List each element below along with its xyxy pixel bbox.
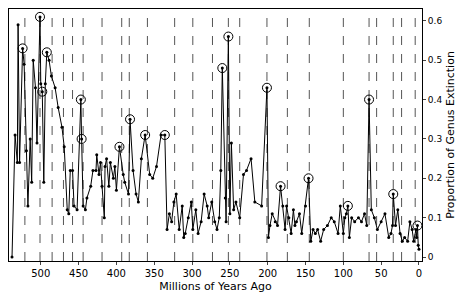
svg-text:150: 150: [296, 268, 315, 279]
svg-text:0.3: 0.3: [428, 134, 442, 144]
svg-text:0: 0: [416, 268, 422, 279]
svg-text:0.6: 0.6: [428, 16, 443, 26]
svg-text:400: 400: [107, 268, 126, 279]
svg-text:0: 0: [428, 252, 434, 262]
svg-text:100: 100: [334, 268, 353, 279]
svg-text:200: 200: [258, 268, 277, 279]
svg-text:250: 250: [220, 268, 239, 279]
svg-text:Millions of Years Ago: Millions of Years Ago: [159, 280, 272, 293]
svg-text:Proportion of Genus Extinction: Proportion of Genus Extinction: [444, 51, 457, 219]
svg-text:0.2: 0.2: [428, 173, 442, 183]
svg-text:50: 50: [375, 268, 388, 279]
svg-text:300: 300: [183, 268, 202, 279]
svg-text:0.1: 0.1: [428, 213, 442, 223]
svg-text:350: 350: [145, 268, 164, 279]
svg-text:0.4: 0.4: [428, 95, 443, 105]
svg-text:450: 450: [69, 268, 88, 279]
svg-text:500: 500: [31, 268, 50, 279]
svg-text:0.5: 0.5: [428, 55, 442, 65]
